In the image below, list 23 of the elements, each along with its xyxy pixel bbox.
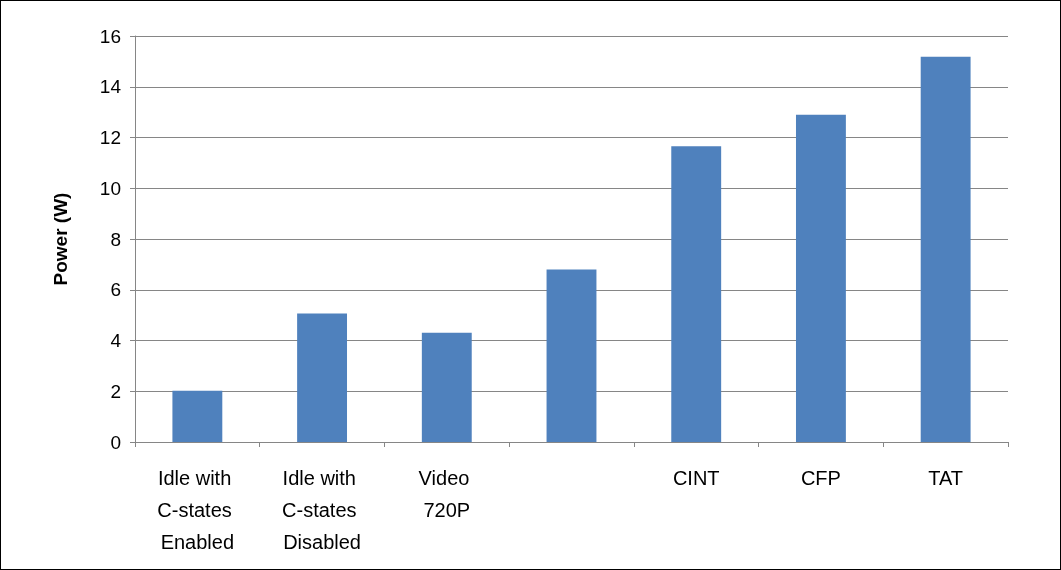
x-tick-label: Idle with C-states Enabled	[157, 467, 238, 553]
y-tick-label: 16	[99, 25, 121, 47]
bar	[297, 313, 348, 442]
x-tick-label: TAT	[928, 467, 964, 489]
bar	[546, 269, 597, 442]
y-tick-label: 2	[110, 380, 121, 402]
bar	[421, 332, 472, 442]
bar	[172, 390, 223, 442]
y-tick-label: 10	[99, 177, 121, 199]
bar	[795, 114, 846, 442]
x-tick-label: CFP	[800, 467, 841, 489]
y-tick-label: 4	[110, 330, 122, 351]
x-tick-label: Idle with C-states Disabled	[282, 467, 363, 553]
y-tick-label: 12	[99, 127, 121, 148]
y-axis-title: Power (W)	[50, 192, 71, 286]
bar	[920, 56, 971, 442]
y-tick-label: 6	[110, 279, 121, 301]
y-tick-label: 14	[99, 76, 122, 98]
x-tick-label: Video 720P	[418, 467, 475, 521]
bar	[671, 146, 722, 442]
x-tick-label: CINT	[672, 467, 720, 489]
y-tick-label: 8	[110, 228, 121, 250]
y-tick-label: 0	[110, 431, 121, 453]
